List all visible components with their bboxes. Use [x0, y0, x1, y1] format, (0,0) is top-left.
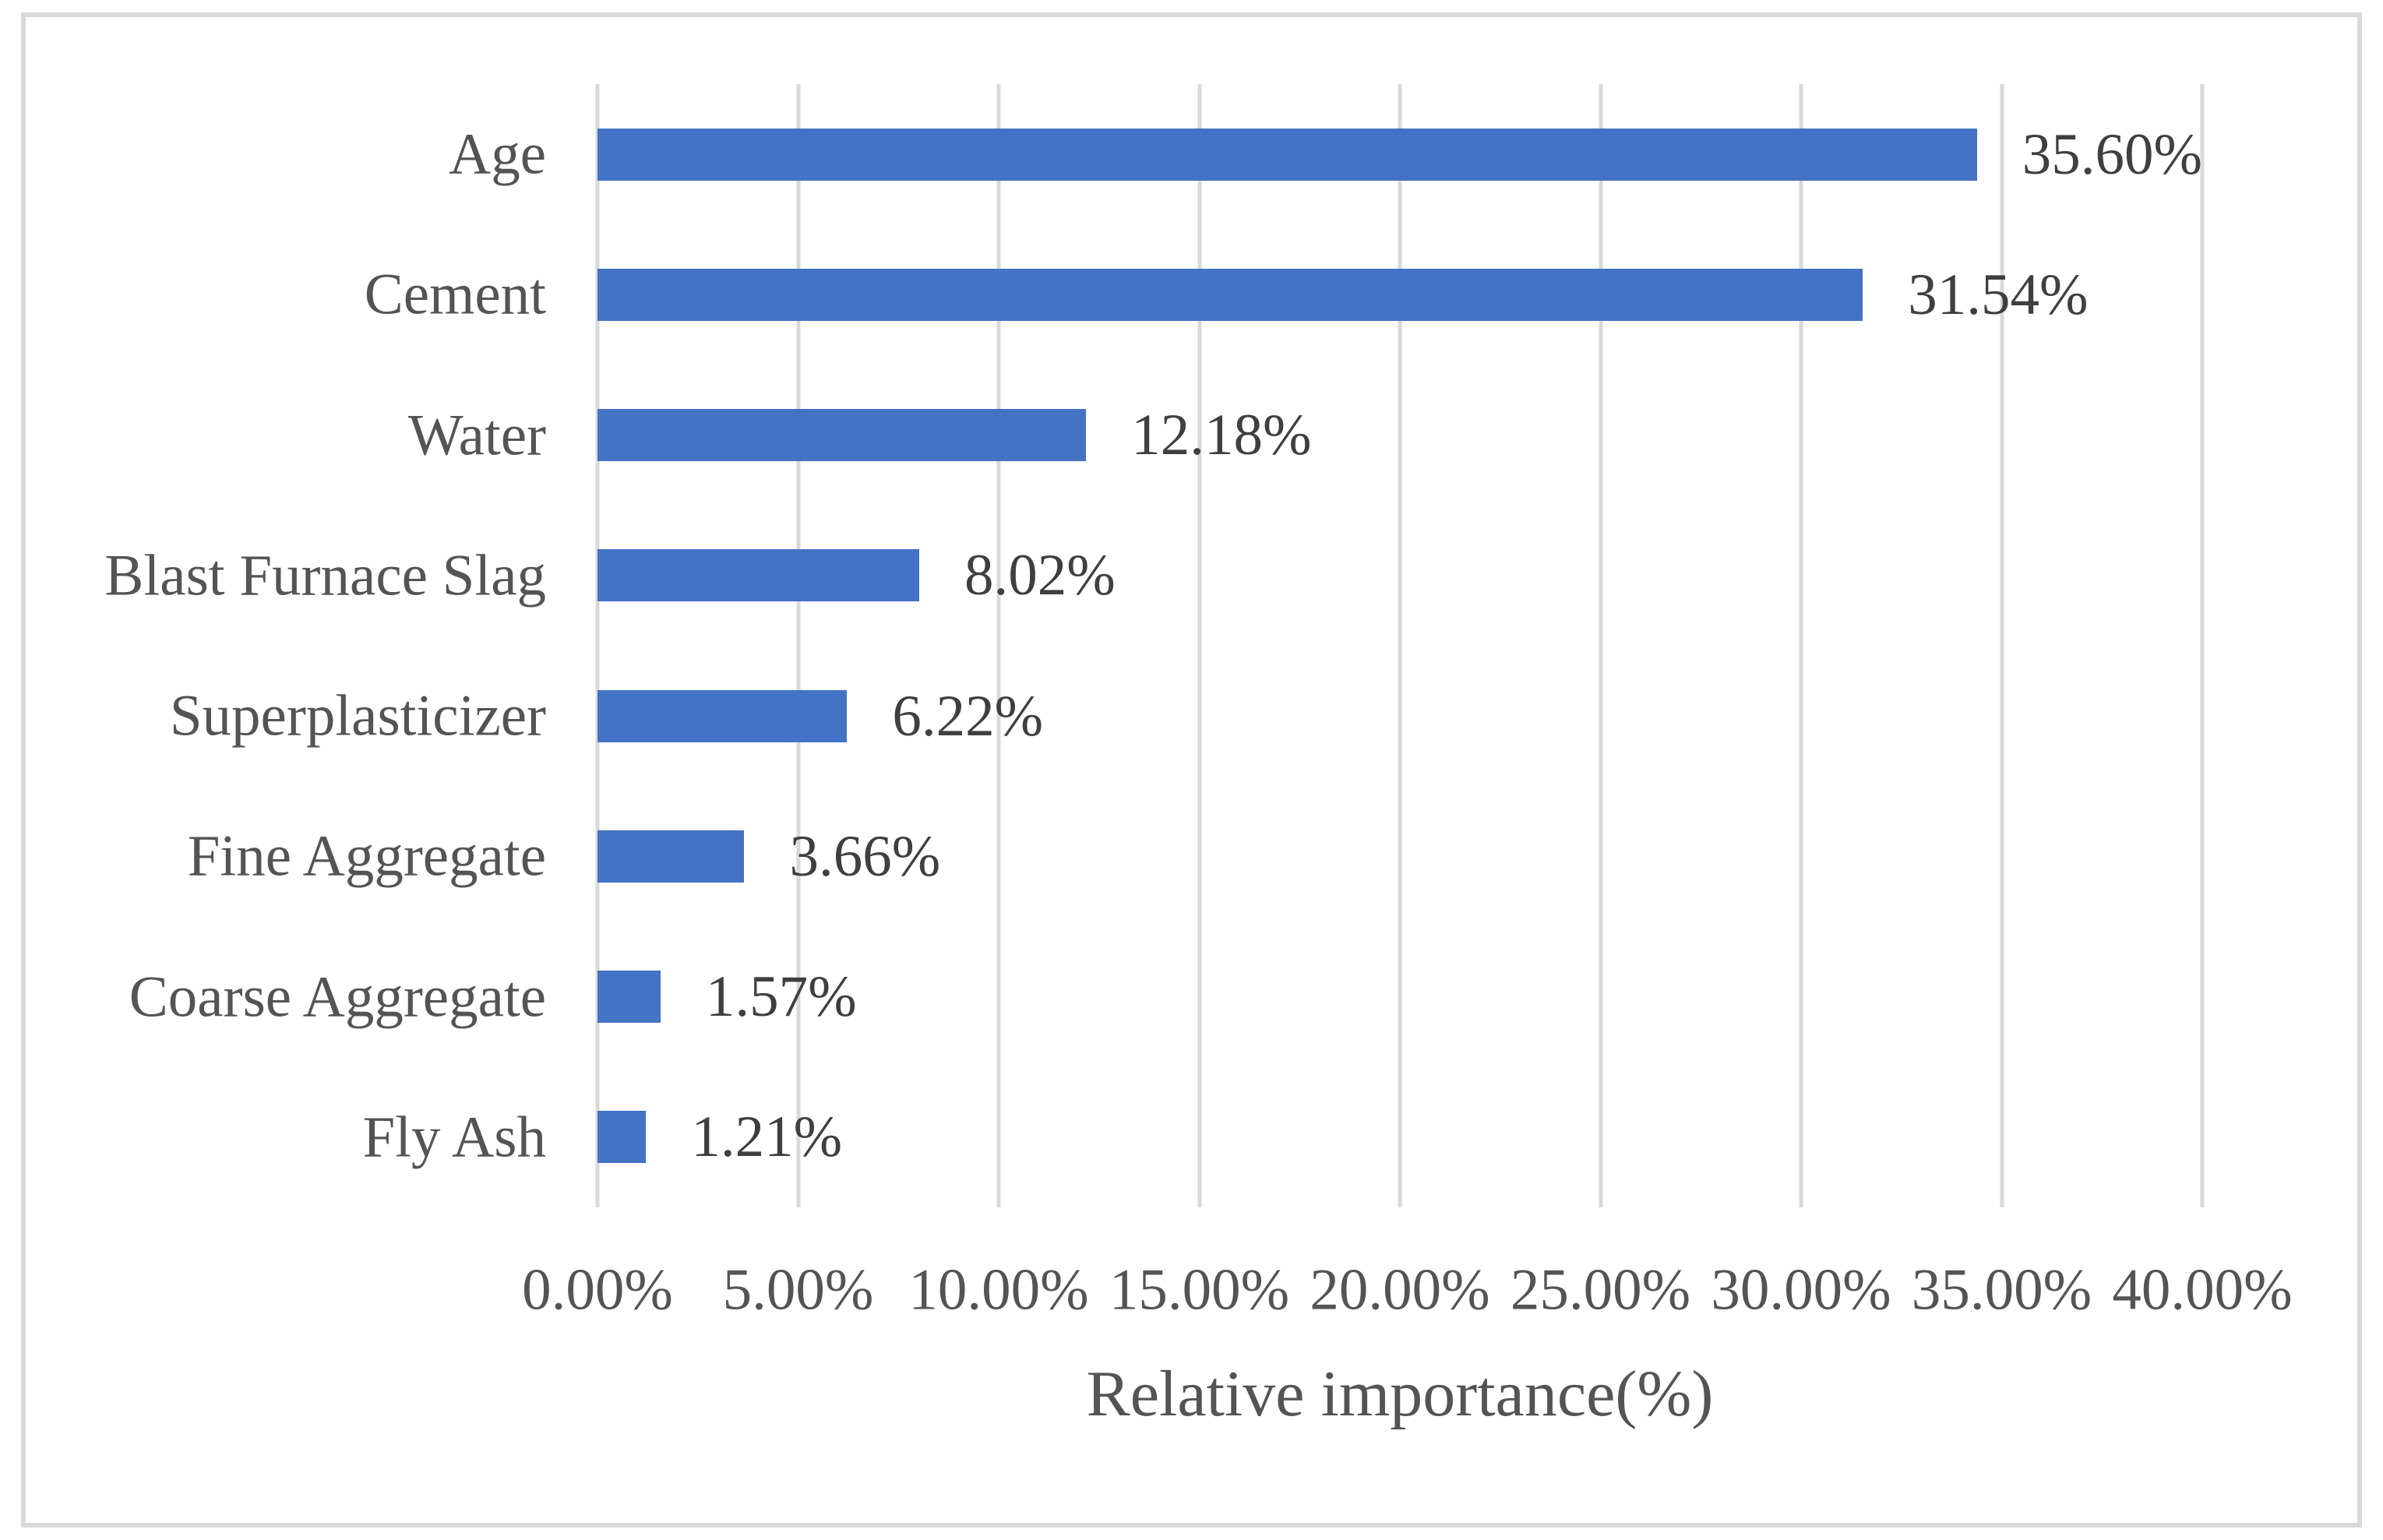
gridline [1197, 84, 1201, 1207]
category-label: Blast Furnace Slag [104, 543, 546, 608]
bar-row: Cement 31.54% [365, 224, 2202, 365]
x-axis-tick-label: 5.00% [722, 1257, 874, 1323]
category-label: Superplasticizer [169, 683, 546, 749]
category-label: Water [407, 403, 546, 468]
value-label: 1.21% [691, 1105, 843, 1170]
x-axis-tick-label: 20.00% [1310, 1257, 1490, 1323]
x-axis-tick-label: 40.00% [2112, 1257, 2293, 1323]
gridline [595, 84, 600, 1207]
bar-track: 8.02% [598, 546, 2202, 604]
bar-rows: Age 35.60% Cement 31.54% Water 12.18% Blast Fu… [104, 84, 2202, 1207]
bar-track: 35.60% [598, 125, 2202, 184]
bar[interactable] [598, 1111, 647, 1164]
category-label: Fine Aggregate [187, 823, 546, 889]
bar-track: 3.66% [598, 827, 2202, 886]
bar-track: 1.21% [598, 1108, 2202, 1166]
bar[interactable] [598, 549, 920, 602]
category-label: Coarse Aggregate [129, 964, 546, 1030]
gridline [1599, 84, 1602, 1207]
bar[interactable] [598, 409, 1087, 462]
bar[interactable] [598, 830, 745, 883]
x-axis-title: Relative importance(%) [1086, 1358, 1714, 1430]
bar[interactable] [598, 128, 1977, 181]
bar-row: Superplasticizer 6.22% [170, 646, 2202, 786]
bar-row: Water 12.18% [408, 365, 2202, 506]
category-label: Age [449, 122, 546, 187]
gridline [2200, 84, 2205, 1207]
bar-track: 12.18% [598, 406, 2202, 464]
value-label: 31.54% [1908, 262, 2089, 327]
value-label: 6.22% [892, 683, 1044, 749]
bar[interactable] [598, 268, 1863, 321]
value-label: 1.57% [705, 964, 857, 1030]
bar-track: 31.54% [598, 266, 2202, 324]
bar-track: 6.22% [598, 687, 2202, 745]
gridline [796, 84, 800, 1207]
bar-row: Blast Furnace Slag 8.02% [104, 506, 2202, 646]
value-label: 3.66% [789, 823, 941, 889]
x-axis-tick-label: 25.00% [1510, 1257, 1691, 1323]
x-axis-tick-label: 0.00% [522, 1257, 673, 1323]
category-label: Fly Ash [362, 1105, 546, 1170]
gridline [996, 84, 1001, 1207]
bar-row: Fly Ash 1.21% [362, 1067, 2202, 1207]
bar-row: Fine Aggregate 3.66% [188, 786, 2202, 926]
x-axis-tick-label: 30.00% [1711, 1257, 1891, 1323]
x-axis-tick-label: 10.00% [908, 1257, 1089, 1323]
gridline [1799, 84, 1803, 1207]
gridline [1398, 84, 1402, 1207]
value-label: 12.18% [1131, 403, 1312, 468]
x-axis-tick-label: 15.00% [1109, 1257, 1290, 1323]
bar[interactable] [598, 971, 661, 1024]
value-label: 35.60% [2022, 122, 2202, 187]
bar-row: Age 35.60% [449, 84, 2202, 224]
category-label: Cement [364, 262, 546, 327]
bar[interactable] [598, 689, 848, 742]
plot-area: Age 35.60% Cement 31.54% Water 12.18% Blast Fu… [104, 84, 2205, 1207]
bar-track: 1.57% [598, 967, 2202, 1026]
x-axis-tick-label: 35.00% [1911, 1257, 2092, 1323]
gridline [2000, 84, 2004, 1207]
bar-row: Coarse Aggregate 1.57% [129, 927, 2202, 1067]
value-label: 8.02% [964, 543, 1116, 608]
